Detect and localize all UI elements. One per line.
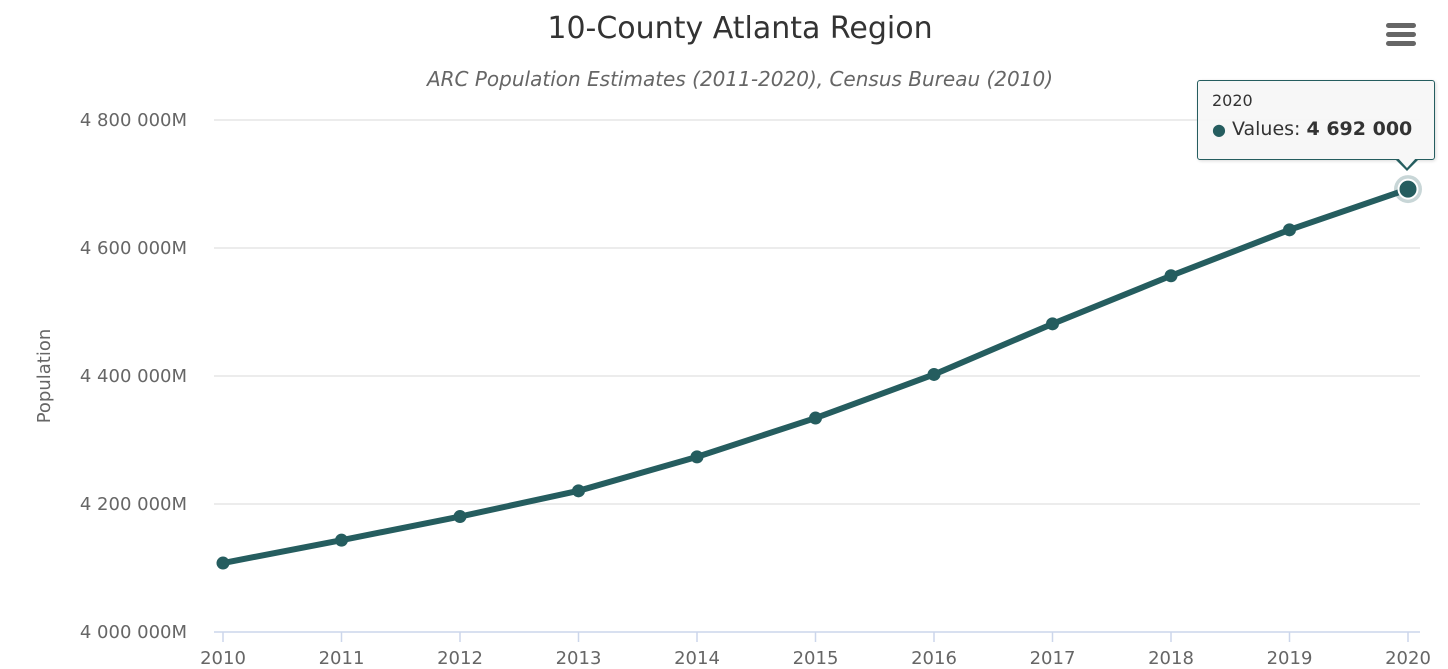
data-point[interactable] <box>927 367 941 381</box>
x-tick-label: 2018 <box>1148 648 1194 669</box>
x-tick-label: 2017 <box>1030 648 1076 669</box>
hamburger-menu-icon <box>1386 23 1416 28</box>
hamburger-menu-icon-bar <box>1386 41 1416 46</box>
x-tick-label: 2015 <box>793 648 839 669</box>
series-dot-icon: ● <box>1212 120 1226 139</box>
y-axis-tick-labels: 4 000 000M 4 200 000M 4 400 000M 4 600 000M… <box>80 110 187 643</box>
tooltip-header: 2020 <box>1212 91 1253 110</box>
data-point[interactable] <box>809 411 822 425</box>
tooltip-arrow-inner <box>1397 157 1417 168</box>
x-tick-label: 2010 <box>200 648 246 669</box>
x-tick-label: 2019 <box>1267 648 1313 669</box>
tooltip-row: ● Values: 4 692 000 <box>1212 118 1420 140</box>
y-tick-label: 4 000 000M <box>80 622 187 643</box>
data-point-highlighted[interactable] <box>1397 178 1419 200</box>
hamburger-menu-icon-bar <box>1386 32 1416 37</box>
grid-lines <box>214 119 1420 505</box>
x-tick-label: 2013 <box>556 648 602 669</box>
tooltip-series-label: Values: <box>1231 118 1301 140</box>
data-point[interactable] <box>453 510 467 524</box>
chart-menu-button[interactable] <box>1380 18 1422 52</box>
x-axis: 2010 2011 2012 2013 2014 2015 2016 2017 2018 2019… <box>200 631 1431 669</box>
data-point[interactable] <box>335 533 348 547</box>
data-tooltip: 2020 ● Values: 4 692 000 <box>1197 80 1435 160</box>
chart-subtitle: ARC Population Estimates (2011-2020), Ce… <box>425 67 1053 91</box>
series-values <box>216 175 1422 570</box>
y-tick-label: 4 800 000M <box>80 110 187 131</box>
y-axis-title: Population <box>34 329 55 424</box>
data-point[interactable] <box>216 556 230 570</box>
data-point[interactable] <box>690 450 704 464</box>
y-tick-label: 4 600 000M <box>80 238 187 259</box>
x-tick-label: 2016 <box>911 648 957 669</box>
chart-title: 10-County Atlanta Region <box>547 11 932 46</box>
y-tick-label: 4 400 000M <box>80 366 187 387</box>
x-tick-label: 2020 <box>1385 648 1431 669</box>
x-tick-label: 2012 <box>437 648 483 669</box>
x-tick-label: 2014 <box>674 648 720 669</box>
x-tick-label: 2011 <box>319 648 365 669</box>
data-point[interactable] <box>1283 223 1296 237</box>
y-tick-label: 4 200 000M <box>80 494 187 515</box>
data-point[interactable] <box>1164 269 1178 283</box>
data-point[interactable] <box>572 484 585 498</box>
data-point[interactable] <box>1046 317 1059 331</box>
tooltip-value: 4 692 000 <box>1306 118 1413 140</box>
